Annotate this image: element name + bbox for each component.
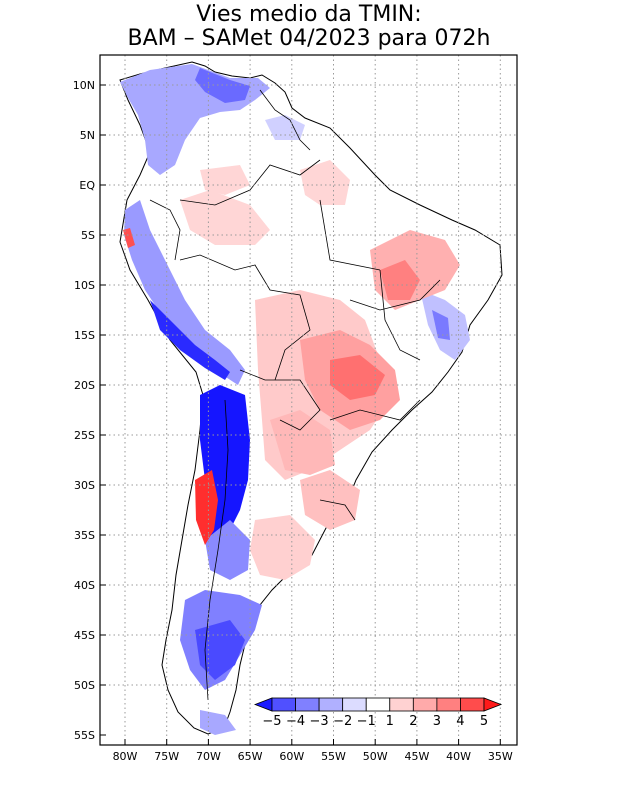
country-borders (149, 89, 441, 701)
red-area-northeast-amazon (300, 160, 350, 205)
colorbar-arrow-right (483, 697, 503, 712)
blue-area-tierra-del-fuego (200, 710, 236, 735)
red-area-coast-ecuador (123, 228, 135, 248)
blue-area-andes-peru (124, 200, 245, 385)
lat-label: 50S (74, 679, 95, 692)
colorbar-segment (342, 697, 367, 712)
map-title-line2: BAM – SAMet 04/2023 para 072h (127, 26, 491, 51)
colorbar-label: 2 (409, 714, 417, 729)
colorbar-label: −4 (286, 714, 305, 729)
lat-label: 35S (74, 529, 95, 542)
colorbar-label: −1 (357, 714, 376, 729)
blue-area-bahia (432, 310, 450, 340)
lat-label: 5S (81, 229, 95, 242)
lat-label: 20S (74, 379, 95, 392)
blue-area-central-chile (205, 520, 250, 580)
border-brazilian-states-4 (329, 399, 421, 421)
colorbar-segment (389, 697, 414, 712)
border-bolivia-paraguay (239, 369, 321, 431)
red-area-south-brazil (300, 470, 360, 530)
lat-label: EQ (79, 179, 95, 192)
colorbar-label: 4 (456, 714, 464, 729)
lon-label: 35W (488, 750, 513, 763)
lat-label: 40S (74, 579, 95, 592)
border-uruguay (319, 499, 356, 521)
colorbar-segment (365, 697, 391, 712)
lat-label: 30S (74, 479, 95, 492)
colorbar-label: −2 (333, 714, 352, 729)
lat-label: 5N (80, 129, 95, 142)
border-brazilian-states-1 (319, 199, 381, 271)
lon-label: 60W (279, 750, 304, 763)
blue-area-guianas (265, 115, 305, 140)
red-area-piaui (380, 260, 420, 300)
colorbar-label: −5 (262, 714, 281, 729)
colorbar-arrow-left (253, 697, 273, 712)
lon-label: 65W (238, 750, 263, 763)
map-frame (99, 54, 518, 746)
colorbar-label: 3 (433, 714, 441, 729)
red-area-chile-central (195, 470, 218, 545)
positive-bias-areas (123, 160, 460, 580)
map-title-line1: Vies medio da TMIN: (196, 2, 422, 27)
border-brazilian-states-3 (349, 279, 441, 311)
colorbar-segment (412, 697, 438, 712)
lat-label: 10S (74, 279, 95, 292)
colorbar-label: −3 (310, 714, 329, 729)
lon-label: 70W (196, 750, 221, 763)
border-colombia-peru (149, 199, 181, 261)
longitude-axis-labels: 80W 75W 70W 65W 60W 55W 50W 45W 40W 35W (113, 739, 513, 763)
colorbar-segment (295, 697, 320, 712)
colorbar-segment (271, 697, 296, 712)
border-brazil-west (179, 254, 311, 381)
colorbar-segment (436, 697, 461, 712)
border-argentina-chile (204, 399, 229, 701)
red-area-paraguay (270, 410, 335, 475)
blue-area-patagonia-dark (195, 620, 245, 680)
colorbar-label: 5 (480, 714, 488, 729)
red-area-amazon-north (200, 165, 250, 195)
colorbar-segment (318, 697, 344, 712)
red-area-mato-grosso (330, 355, 385, 400)
colorbar-segment (460, 697, 485, 712)
graticule-grid (100, 55, 517, 745)
border-amazon-north (179, 159, 321, 206)
blue-area-coast-peru (150, 300, 230, 380)
lat-label: 15S (74, 329, 95, 342)
lon-label: 50W (363, 750, 388, 763)
colorbar-legend: −5 −4 −3 −2 −1 1 2 3 4 5 (253, 697, 503, 729)
red-area-amazon-west (180, 190, 270, 245)
border-venezuela-guyana (259, 89, 311, 151)
lon-label: 75W (154, 750, 179, 763)
red-area-pampas (250, 515, 315, 580)
lon-label: 80W (113, 750, 138, 763)
lon-label: 55W (321, 750, 346, 763)
latitude-axis-labels: 10N 5N EQ 5S 10S 15S 20S 25S 30S 35S 40S 45S 50S 55S (73, 79, 106, 742)
lat-label: 25S (74, 429, 95, 442)
lat-label: 45S (74, 629, 95, 642)
lat-label: 55S (74, 729, 95, 742)
lat-label: 10N (73, 79, 95, 92)
lon-label: 45W (404, 750, 429, 763)
colorbar-label: 1 (386, 714, 394, 729)
lon-label: 40W (446, 750, 471, 763)
